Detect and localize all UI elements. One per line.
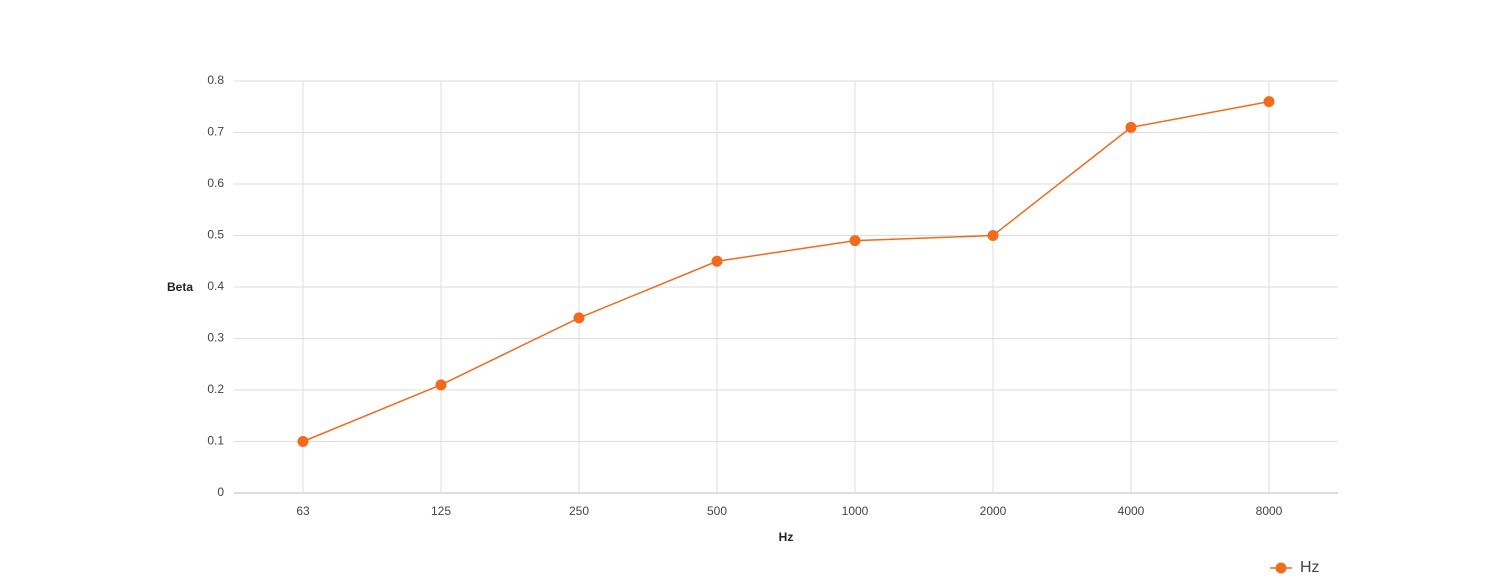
y-tick-label: 0.8: [207, 73, 224, 87]
x-tick-label: 8000: [1256, 504, 1283, 518]
y-tick-label: 0.6: [207, 176, 224, 190]
point: [1125, 121, 1137, 133]
x-axis-title: Hz: [779, 530, 794, 544]
y-tick-label: 0: [217, 485, 224, 499]
y-tick-label: 0.5: [207, 228, 224, 242]
x-tick-label: 500: [707, 504, 727, 518]
point: [573, 312, 585, 324]
x-tick-label: 125: [431, 504, 451, 518]
line: [302, 100, 1270, 443]
x-tick-label: 4000: [1118, 504, 1145, 518]
legend-label: Hz: [1300, 559, 1320, 576]
x-tick-label: 2000: [980, 504, 1007, 518]
y-tick-label: 0.2: [207, 382, 224, 396]
x-tick-label: 63: [296, 504, 310, 518]
y-axis-title: Beta: [167, 280, 193, 294]
point: [987, 230, 999, 241]
y-tick-label: 0.1: [207, 434, 224, 448]
point: [849, 235, 861, 247]
x-tick-label: 250: [569, 504, 589, 518]
point: [435, 379, 447, 391]
y-tick-label: 0.3: [207, 331, 224, 345]
y-tick-label: 0.7: [207, 125, 224, 139]
point: [711, 255, 723, 267]
point: [1263, 96, 1275, 108]
y-tick-label: 0.4: [207, 279, 224, 293]
x-tick-label: 1000: [842, 504, 869, 518]
legend-marker: [1275, 562, 1287, 574]
point: [297, 436, 309, 447]
